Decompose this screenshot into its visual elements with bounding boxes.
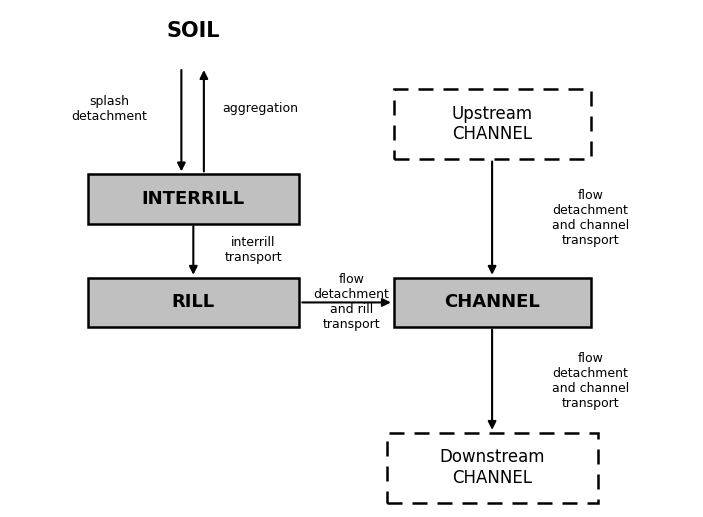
Text: flow
detachment
and rill
transport: flow detachment and rill transport [314, 273, 389, 331]
Text: interrill
transport: interrill transport [224, 236, 282, 264]
Text: CHANNEL: CHANNEL [444, 294, 540, 311]
Text: Downstream
CHANNEL: Downstream CHANNEL [439, 448, 545, 488]
Text: INTERRILL: INTERRILL [142, 190, 245, 208]
FancyBboxPatch shape [387, 433, 598, 503]
Text: SOIL: SOIL [167, 21, 220, 41]
Text: RILL: RILL [172, 294, 215, 311]
Text: aggregation: aggregation [222, 102, 298, 115]
FancyBboxPatch shape [88, 175, 299, 223]
Text: flow
detachment
and channel
transport: flow detachment and channel transport [552, 189, 629, 247]
FancyBboxPatch shape [394, 278, 591, 327]
Text: splash
detachment: splash detachment [71, 95, 147, 123]
Text: Upstream
CHANNEL: Upstream CHANNEL [451, 104, 533, 144]
FancyBboxPatch shape [88, 278, 299, 327]
FancyBboxPatch shape [394, 89, 591, 159]
Text: flow
detachment
and channel
transport: flow detachment and channel transport [552, 352, 629, 410]
